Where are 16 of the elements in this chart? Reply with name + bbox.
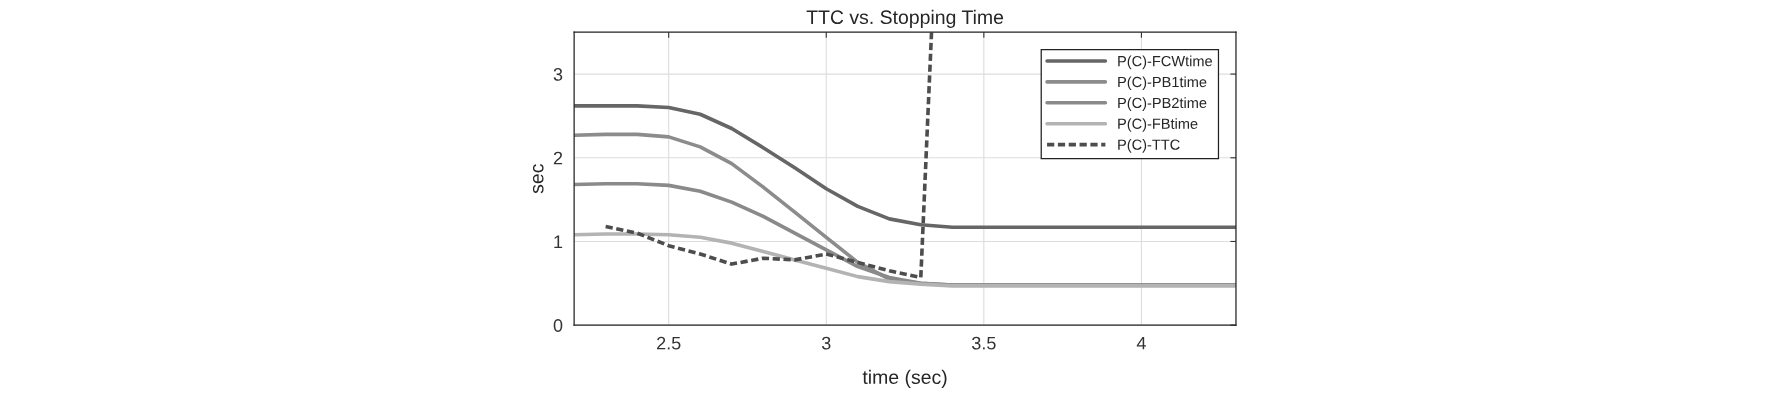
y-tick-label: 0: [553, 319, 563, 332]
legend-label: P(C)-FBtime: [1118, 118, 1198, 132]
x-tick-label: 2.5: [657, 336, 681, 350]
legend-label: P(C)-PB2time: [1118, 97, 1207, 111]
x-tick-label: 4: [1136, 336, 1146, 350]
x-tick-label: 3: [821, 336, 831, 350]
y-tick-label: 1: [554, 235, 563, 249]
y-tick-label: 3: [553, 68, 563, 81]
legend-label: P(C)-PB1time: [1118, 76, 1207, 91]
legend-label: P(C)-TTC: [1118, 139, 1180, 153]
chart-title: TTC vs. Stopping Time: [806, 9, 1004, 28]
y-axis-title: sec: [532, 164, 544, 194]
y-tick-label: 2: [553, 151, 563, 165]
legend-label: P(C)-FCWtime: [1118, 55, 1212, 70]
x-axis-title: time (sec): [862, 369, 947, 388]
x-tick-label: 3.5: [971, 336, 996, 350]
